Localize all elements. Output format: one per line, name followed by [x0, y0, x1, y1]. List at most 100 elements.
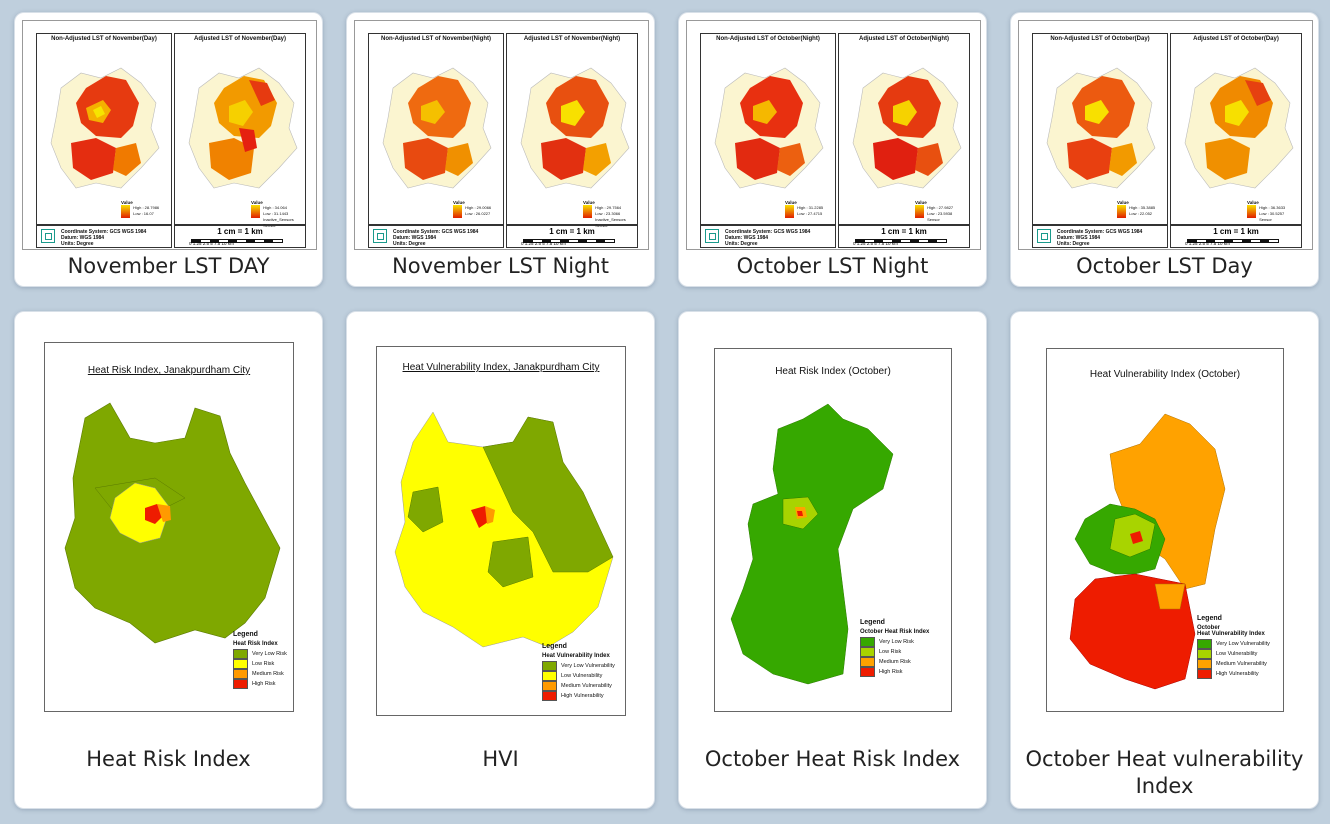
heat-risk-map	[64, 402, 281, 644]
scale-bar	[523, 239, 615, 243]
legend-item: High Vulnerability	[1197, 669, 1270, 679]
legend-high: High : 34.064	[263, 205, 287, 210]
october-heat-risk-map	[730, 403, 894, 685]
right-map-panel: Adjusted LST of November(Day) Value High…	[174, 33, 306, 228]
legend-high: High : 29.7564	[595, 205, 622, 210]
city-heat-map	[1046, 67, 1156, 189]
scale-tick-labels: 0 1.25 2.5 5 7.5 10	[853, 241, 891, 246]
legend-item: High Vulnerability	[542, 691, 615, 701]
units-text: Units: Degree	[61, 241, 94, 247]
coord-system-text: Coordinate System: GCS WGS 1984	[725, 229, 811, 235]
legend-title: Value	[1247, 200, 1259, 205]
lst-map-image: Non-Adjusted LST of October(Day) Value H…	[1018, 20, 1313, 250]
legend-high: High : 29.0066	[465, 205, 492, 210]
datum-text: Datum: WGS 1984	[1057, 235, 1101, 241]
organization-logo	[373, 229, 387, 243]
legend-item: Low Risk	[860, 647, 929, 657]
legend-item: Very Low Vulnerability	[1197, 639, 1270, 649]
scale-text: 1 cm = 1 km	[881, 227, 927, 236]
hvi-map-image: Heat Vulnerability Index, Janakpurdham C…	[376, 346, 626, 716]
left-map-panel: Non-Adjusted LST of October(Night) Value…	[700, 33, 836, 225]
legend-low: Low : 23.3066	[595, 211, 621, 216]
legend-title: Legend	[1197, 615, 1222, 622]
card-caption[interactable]: October LST Night	[736, 254, 929, 278]
legend-item: Medium Vulnerability	[542, 681, 615, 691]
legend-low: Low : 31.1443	[263, 211, 289, 216]
scale-text: 1 cm = 1 km	[217, 227, 263, 236]
card-caption[interactable]: November LST DAY	[67, 254, 270, 278]
card-october-lst-night[interactable]: Non-Adjusted LST of October(Night) Value…	[678, 12, 987, 287]
map-legend: Legend Heat Vulnerability Index Very Low…	[542, 643, 615, 701]
units-text: Units: Degree	[393, 241, 426, 247]
card-caption[interactable]: November LST Night	[392, 254, 609, 278]
legend-subtitle-line1: October	[1197, 625, 1221, 631]
units-text: Units: Degree	[725, 241, 758, 247]
left-legend: Value High : 35.3885 Low : 22.052	[1117, 200, 1155, 218]
legend-item: Very Low Risk	[860, 637, 929, 647]
right-legend: Value High : 36.3633 Low : 30.5257 Senso…	[1247, 200, 1285, 223]
legend-inactive-sensors: Inactive_Sensors	[595, 217, 626, 222]
map-title: Heat Risk Index (October)	[775, 366, 891, 377]
legend-subtitle: October Heat Risk Index	[860, 629, 930, 635]
card-october-heat-vulnerability-index[interactable]: Heat Vulnerability Index (October) Legen…	[1010, 311, 1319, 809]
card-heat-risk-index[interactable]: Heat Risk Index, Janakpurdham City Legen…	[14, 311, 323, 809]
card-october-heat-risk-index[interactable]: Heat Risk Index (October) Legend October…	[678, 311, 987, 809]
october-hvi-map-image: Heat Vulnerability Index (October) Legen…	[1046, 348, 1284, 712]
legend-item: Medium Risk	[860, 657, 929, 667]
legend-low: Low : 23.5938	[927, 211, 953, 216]
coord-system-text: Coordinate System: GCS WGS 1984	[393, 229, 479, 235]
city-heat-map	[1184, 67, 1294, 189]
legend-title: Value	[453, 200, 465, 205]
legend-item-label: Low Risk	[879, 649, 902, 655]
right-map-title: Adjusted LST of October(Night)	[859, 36, 949, 42]
scale-unit: km	[1223, 241, 1230, 246]
card-october-lst-day[interactable]: Non-Adjusted LST of October(Day) Value H…	[1010, 12, 1319, 287]
left-legend: Value High : 31.2285 Low : 27.4715	[785, 200, 823, 218]
card-hvi[interactable]: Heat Vulnerability Index, Janakpurdham C…	[346, 311, 655, 809]
legend-item-label: Very Low Risk	[252, 651, 287, 657]
card-caption[interactable]: October LST Day	[1076, 254, 1253, 278]
legend-item: Very Low Vulnerability	[542, 661, 615, 671]
scale-bar	[191, 239, 283, 243]
legend-title: Legend	[233, 631, 258, 638]
legend-title: Value	[1117, 200, 1129, 205]
right-map-panel: Adjusted LST of October(Day) Value High …	[1170, 33, 1302, 225]
right-map-panel: Adjusted LST of November(Night) Value Hi…	[506, 33, 638, 228]
legend-subtitle: Heat Vulnerability Index	[542, 653, 610, 659]
card-caption[interactable]: October Heat Risk Index	[704, 747, 961, 771]
city-heat-map	[50, 67, 160, 189]
lst-map-image: Non-Adjusted LST of October(Night) Value…	[686, 20, 981, 250]
left-legend: Value High : 29.0066 Low : 26.0227	[453, 200, 491, 218]
scale-ticks: 0 1.25 2.5 5 7.5 10 km	[189, 241, 234, 246]
map-legend: Legend October Heat Vulnerability Index …	[1197, 615, 1270, 679]
legend-item: Medium Vulnerability	[1197, 659, 1270, 669]
coordinate-info-box: Coordinate System: GCS WGS 1984 Datum: W…	[368, 225, 504, 248]
city-heat-map	[852, 67, 962, 189]
legend-title: Legend	[860, 619, 885, 626]
scale-text: 1 cm = 1 km	[1213, 227, 1259, 236]
scale-box: 1 cm = 1 km 0 1.25 2.5 5 7.5 10 km	[1170, 225, 1302, 248]
scale-ticks: 0 1.25 2.5 5 7.5 10 km	[1185, 241, 1230, 246]
legend-high: High : 31.2285	[797, 205, 824, 210]
card-november-lst-day[interactable]: Non-Adjusted LST of November(Day) Value …	[14, 12, 323, 287]
organization-logo	[41, 229, 55, 243]
scale-tick-labels: 0 1.25 2.5 5 7.5 10	[189, 241, 227, 246]
legend-low: Low : 30.5257	[1259, 211, 1285, 216]
card-november-lst-night[interactable]: Non-Adjusted LST of November(Night) Valu…	[346, 12, 655, 287]
scale-box: 1 cm = 1 km 0 1.25 2.5 5 7.5 10 km	[838, 225, 970, 248]
left-map-panel: Non-Adjusted LST of November(Day) Value …	[36, 33, 172, 225]
legend-gradient	[583, 205, 592, 218]
card-caption[interactable]: HVI	[482, 747, 519, 771]
hvi-map	[394, 411, 614, 648]
datum-text: Datum: WGS 1984	[393, 235, 437, 241]
legend-inactive-sensors: Inactive_Sensors	[263, 217, 294, 222]
scale-tick-labels: 0 1.25 2.5 5 7.5 10	[1185, 241, 1223, 246]
scale-unit: km	[891, 241, 898, 246]
card-caption[interactable]: October Heat vulnerability Index	[1025, 747, 1304, 798]
coordinate-info-box: Coordinate System: GCS WGS 1984 Datum: W…	[1032, 225, 1168, 248]
map-legend: Legend October Heat Risk Index Very Low …	[860, 619, 929, 677]
coordinate-info-box: Coordinate System: GCS WGS 1984 Datum: W…	[700, 225, 836, 248]
card-caption[interactable]: Heat Risk Index	[86, 747, 251, 771]
legend-item-label: Medium Vulnerability	[1216, 661, 1267, 667]
city-heat-map	[382, 67, 492, 189]
